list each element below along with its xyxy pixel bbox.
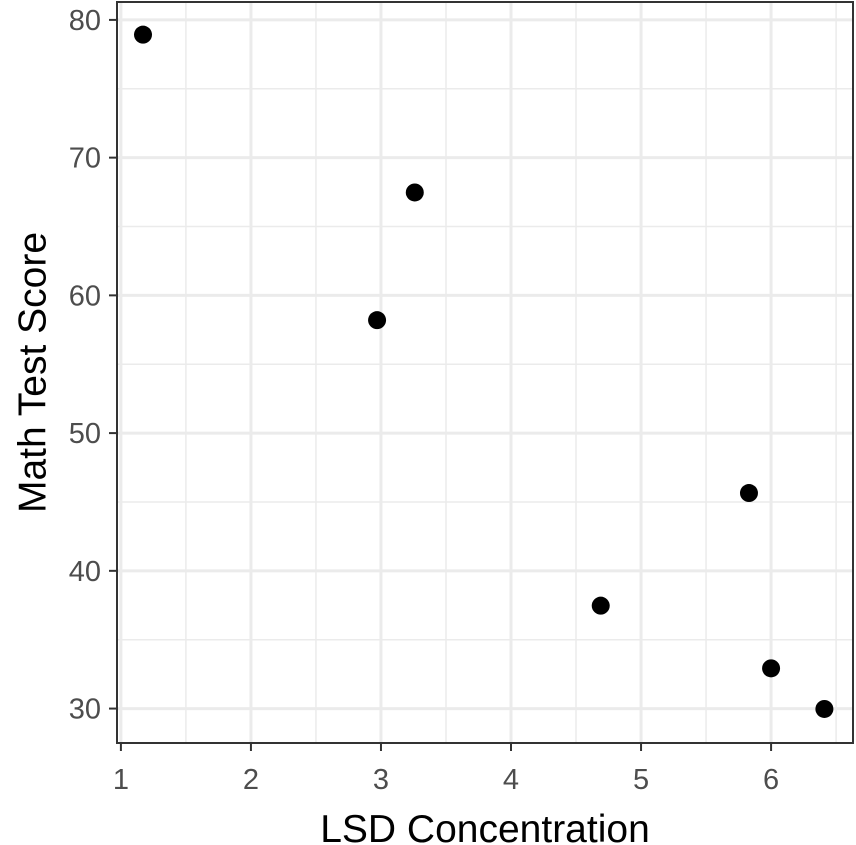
data-point: [405, 183, 424, 202]
y-axis: 30 40 50 60 70 80: [69, 5, 117, 726]
x-tick-label: 5: [633, 764, 649, 796]
y-tick-label: 70: [69, 143, 101, 175]
data-point: [591, 596, 610, 615]
x-axis-title: LSD Concentration: [320, 808, 650, 845]
x-tick-label: 4: [503, 764, 519, 796]
grid: [117, 2, 853, 743]
y-tick-label: 30: [69, 694, 101, 726]
x-tick-label: 2: [243, 764, 259, 796]
y-tick-label: 60: [69, 280, 101, 312]
y-tick-label: 80: [69, 5, 101, 37]
x-tick-label: 3: [373, 764, 389, 796]
y-tick-label: 40: [69, 556, 101, 588]
data-point: [815, 699, 834, 718]
panel-border: [116, 1, 854, 744]
data-point: [739, 484, 758, 503]
x-tick-label: 6: [763, 764, 779, 796]
x-axis: 1 2 3 4 5 6: [113, 743, 779, 796]
data-points: [134, 25, 834, 718]
x-tick-label: 1: [113, 764, 129, 796]
data-point: [762, 659, 781, 678]
data-point: [134, 25, 153, 44]
y-axis-title: Math Test Score: [12, 232, 55, 513]
y-tick-label: 50: [69, 418, 101, 450]
data-point: [368, 311, 387, 330]
